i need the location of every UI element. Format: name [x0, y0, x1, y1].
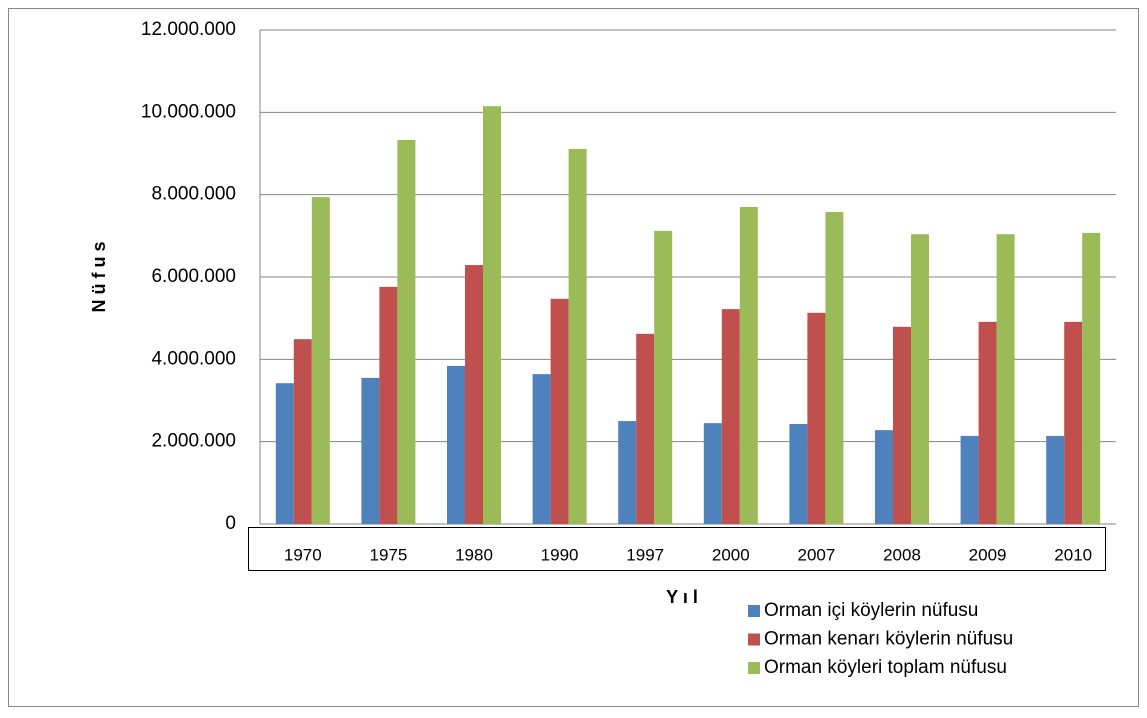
- bar: [703, 423, 722, 524]
- bar: [293, 339, 312, 524]
- y-tick-label: 0: [225, 513, 236, 534]
- bar: [721, 309, 740, 524]
- bar: [636, 333, 655, 524]
- bar: [1046, 435, 1065, 524]
- bar: [807, 312, 826, 524]
- bar: [275, 383, 294, 524]
- x-tick-label: 1970: [284, 545, 322, 564]
- x-tick-label: 1980: [455, 545, 493, 564]
- bar: [311, 197, 330, 525]
- x-tick-label: 2010: [1054, 545, 1092, 564]
- y-tick-label: 12.000.000: [141, 19, 236, 40]
- legend-swatch: [748, 633, 760, 646]
- bar: [568, 148, 587, 524]
- x-axis-title: Y ı l: [666, 587, 698, 607]
- bar: [996, 234, 1015, 525]
- legend-label: Orman kenarı köylerin nüfusu: [764, 629, 1013, 650]
- bar: [1064, 321, 1083, 524]
- y-tick-label: 4.000.000: [151, 348, 236, 369]
- x-tick-label: 2008: [883, 545, 921, 564]
- x-tick-label: 2009: [969, 545, 1007, 564]
- bar: [825, 211, 844, 524]
- bar: [397, 139, 416, 525]
- bar: [1082, 232, 1101, 524]
- legend-label: Orman içi köylerin nüfusu: [764, 600, 978, 621]
- x-tick-label: 2007: [797, 545, 835, 564]
- y-tick-label: 6.000.000: [151, 266, 236, 287]
- y-axis-title: N ü f u s: [89, 242, 109, 313]
- y-tick-label: 2.000.000: [151, 431, 236, 452]
- bar: [379, 286, 398, 524]
- bar: [875, 430, 893, 524]
- legend-swatch: [748, 605, 760, 617]
- x-tick-label: 1975: [369, 545, 407, 564]
- bar: [447, 365, 465, 524]
- bar: [532, 374, 551, 524]
- x-tick-label: 1990: [541, 545, 579, 564]
- bar: [654, 230, 673, 525]
- bar: [960, 435, 979, 524]
- x-tick-label: 2000: [712, 545, 750, 564]
- bar: [361, 377, 380, 524]
- bar: [618, 421, 637, 524]
- x-tick-label: 1997: [626, 545, 664, 564]
- y-tick-label: 8.000.000: [151, 184, 236, 205]
- legend-label: Orman köyleri toplam nüfusu: [764, 657, 1007, 678]
- bar: [483, 106, 501, 525]
- bar: [789, 423, 808, 524]
- bar: [550, 298, 569, 524]
- legend-swatch: [748, 662, 760, 674]
- bar: [465, 265, 483, 524]
- bar: [911, 234, 929, 525]
- category-box: [248, 527, 1106, 571]
- bar: [893, 326, 911, 524]
- y-tick-label: 10.000.000: [141, 101, 236, 122]
- bar: [739, 207, 758, 524]
- bar: [978, 321, 997, 524]
